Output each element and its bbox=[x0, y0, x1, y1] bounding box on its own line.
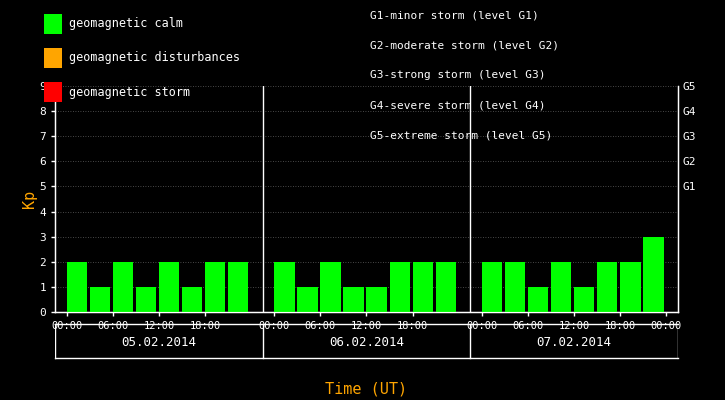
Bar bbox=[505, 262, 525, 312]
Text: G3-strong storm (level G3): G3-strong storm (level G3) bbox=[370, 70, 545, 80]
Bar bbox=[482, 262, 502, 312]
Bar bbox=[366, 287, 386, 312]
Bar bbox=[274, 262, 294, 312]
Bar bbox=[320, 262, 341, 312]
Bar bbox=[297, 287, 318, 312]
Text: 06.02.2014: 06.02.2014 bbox=[329, 336, 404, 348]
Text: geomagnetic disturbances: geomagnetic disturbances bbox=[69, 52, 240, 64]
Bar bbox=[574, 287, 594, 312]
Bar bbox=[136, 287, 156, 312]
Bar bbox=[67, 262, 87, 312]
Bar bbox=[436, 262, 456, 312]
Bar bbox=[528, 287, 548, 312]
Text: G4-severe storm (level G4): G4-severe storm (level G4) bbox=[370, 100, 545, 110]
Bar bbox=[228, 262, 249, 312]
Text: geomagnetic calm: geomagnetic calm bbox=[69, 18, 183, 30]
Bar bbox=[344, 287, 364, 312]
Bar bbox=[113, 262, 133, 312]
Text: G5-extreme storm (level G5): G5-extreme storm (level G5) bbox=[370, 130, 552, 140]
Bar bbox=[643, 237, 663, 312]
Bar bbox=[205, 262, 225, 312]
Bar bbox=[159, 262, 179, 312]
Bar bbox=[90, 287, 110, 312]
Bar bbox=[597, 262, 618, 312]
Text: geomagnetic storm: geomagnetic storm bbox=[69, 86, 190, 98]
Y-axis label: Kp: Kp bbox=[22, 190, 36, 208]
Text: 05.02.2014: 05.02.2014 bbox=[121, 336, 196, 348]
Bar bbox=[389, 262, 410, 312]
Text: 07.02.2014: 07.02.2014 bbox=[536, 336, 612, 348]
Bar bbox=[620, 262, 640, 312]
Text: G1-minor storm (level G1): G1-minor storm (level G1) bbox=[370, 10, 539, 20]
Bar bbox=[413, 262, 433, 312]
Bar bbox=[551, 262, 571, 312]
Text: G2-moderate storm (level G2): G2-moderate storm (level G2) bbox=[370, 40, 559, 50]
Bar bbox=[182, 287, 202, 312]
Text: Time (UT): Time (UT) bbox=[325, 381, 407, 396]
